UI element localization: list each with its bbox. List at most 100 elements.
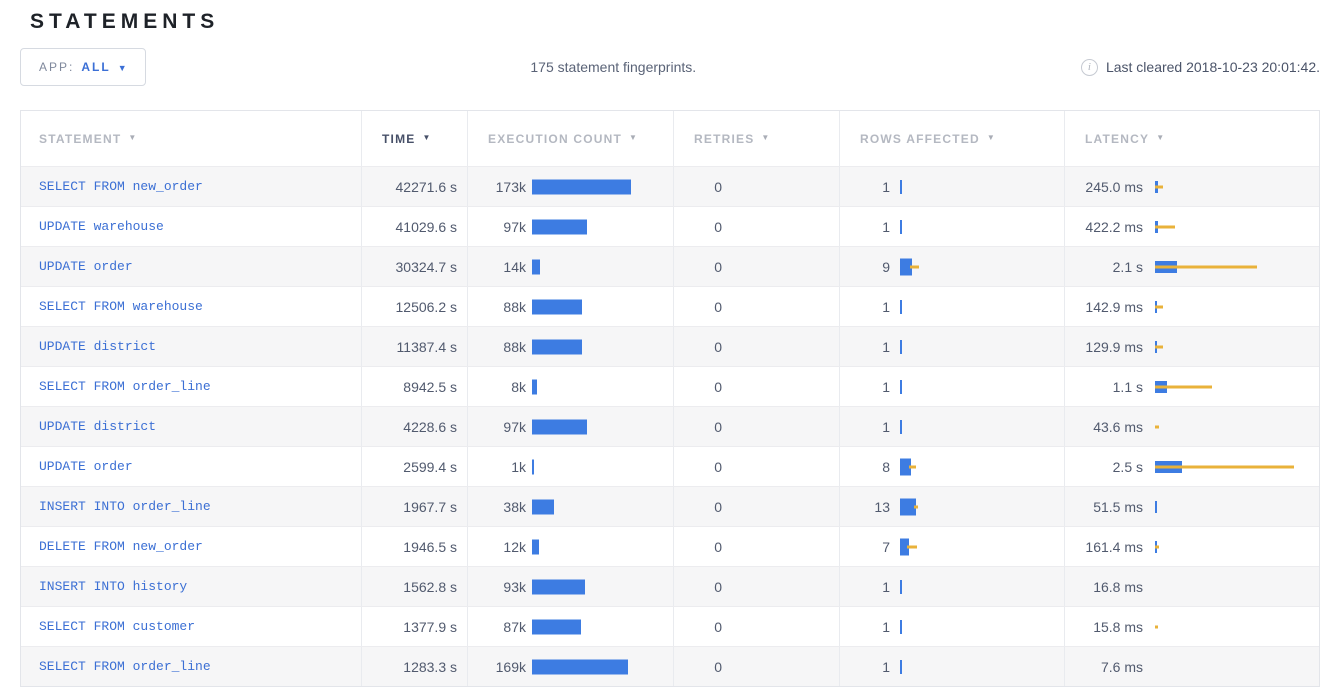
rows-affected-cell: 9	[839, 247, 1064, 286]
latency-value: 51.5 ms	[1093, 498, 1143, 515]
info-icon[interactable]: i	[1080, 58, 1098, 76]
column-header-statement[interactable]: STATEMENT ▼	[39, 131, 138, 146]
table-row: UPDATE order 2599.4 s 1k 0 8 2.5 s	[21, 446, 1319, 486]
retries-cell: 0	[673, 447, 839, 486]
time-cell: 12506.2 s	[361, 287, 467, 326]
statement-link[interactable]: SELECT FROM new_order	[39, 179, 203, 194]
rows-affected-barwrap	[900, 215, 1064, 239]
latency-stddev-bar	[1155, 385, 1212, 388]
latency-barwrap	[1155, 295, 1319, 319]
time-cell: 42271.6 s	[361, 167, 467, 206]
latency-stddev-bar	[1155, 625, 1158, 628]
rows-affected-barwrap	[900, 295, 1064, 319]
column-header-rows-affected[interactable]: ROWS AFFECTED ▼	[839, 111, 1064, 166]
rows-affected-cell: 8	[839, 447, 1064, 486]
rows-affected-bar	[900, 179, 902, 194]
rows-affected-bar	[900, 258, 912, 275]
rows-affected-bar	[900, 339, 902, 354]
statement-link[interactable]: UPDATE district	[39, 419, 157, 434]
app-filter-dropdown[interactable]: APP: ALL ▼	[20, 48, 146, 86]
statement-link[interactable]: DELETE FROM new_order	[39, 539, 203, 554]
statement-link[interactable]: UPDATE order	[39, 459, 133, 474]
latency-value: 129.9 ms	[1085, 338, 1143, 355]
retries-cell: 0	[673, 527, 839, 566]
execution-count-cell: 97k	[467, 407, 673, 446]
rows-affected-value: 1	[882, 178, 890, 195]
column-header-latency[interactable]: LATENCY ▼	[1064, 111, 1319, 166]
column-header-retries[interactable]: RETRIES ▼	[673, 111, 839, 166]
table-row: DELETE FROM new_order 1946.5 s 12k 0 7 1…	[21, 526, 1319, 566]
rows-affected-cell: 13	[839, 487, 1064, 526]
rows-affected-barwrap	[900, 535, 1064, 559]
execution-count-cell: 8k	[467, 367, 673, 406]
statement-link[interactable]: SELECT FROM order_line	[39, 379, 211, 394]
execution-count-cell: 87k	[467, 607, 673, 646]
latency-stddev-bar	[1155, 465, 1294, 468]
statement-link[interactable]: SELECT FROM order_line	[39, 659, 211, 674]
time-cell: 11387.4 s	[361, 327, 467, 366]
latency-value: 16.8 ms	[1093, 578, 1143, 595]
rows-affected-stddev-bar	[907, 545, 917, 548]
sort-caret-icon: ▼	[422, 133, 432, 142]
latency-barwrap	[1155, 415, 1319, 439]
statement-link[interactable]: INSERT INTO order_line	[39, 499, 211, 514]
execution-count-cell: 12k	[467, 527, 673, 566]
rows-affected-stddev-bar	[910, 265, 919, 268]
rows-affected-barwrap	[900, 335, 1064, 359]
execution-count-barwrap	[532, 255, 673, 279]
execution-count-value: 97k	[503, 218, 526, 235]
statement-cell: INSERT INTO history	[21, 567, 361, 606]
execution-count-value: 38k	[503, 498, 526, 515]
rows-affected-cell: 1	[839, 287, 1064, 326]
statement-cell: INSERT INTO order_line	[21, 487, 361, 526]
retries-cell: 0	[673, 567, 839, 606]
page-title: STATEMENTS	[30, 10, 220, 33]
rows-affected-bar	[900, 538, 909, 555]
execution-count-bar	[532, 659, 628, 674]
latency-barwrap	[1155, 655, 1319, 679]
statement-link[interactable]: INSERT INTO history	[39, 579, 188, 594]
retries-value: 0	[714, 658, 722, 675]
rows-affected-value: 1	[882, 578, 890, 595]
rows-affected-cell: 1	[839, 327, 1064, 366]
sort-caret-icon: ▼	[986, 133, 996, 142]
statement-cell: DELETE FROM new_order	[21, 527, 361, 566]
retries-value: 0	[714, 338, 722, 355]
execution-count-cell: 88k	[467, 327, 673, 366]
statement-cell: UPDATE warehouse	[21, 207, 361, 246]
app-filter-value: ALL	[81, 60, 111, 74]
rows-affected-barwrap	[900, 175, 1064, 199]
statement-cell: UPDATE order	[21, 447, 361, 486]
statement-cell: UPDATE district	[21, 327, 361, 366]
rows-affected-barwrap	[900, 615, 1064, 639]
execution-count-cell: 93k	[467, 567, 673, 606]
statement-link[interactable]: SELECT FROM customer	[39, 619, 196, 634]
statement-cell: SELECT FROM warehouse	[21, 287, 361, 326]
latency-value: 142.9 ms	[1085, 298, 1143, 315]
execution-count-value: 93k	[503, 578, 526, 595]
latency-barwrap	[1155, 255, 1319, 279]
execution-count-value: 173k	[495, 178, 526, 195]
column-header-time[interactable]: TIME ▼	[361, 111, 467, 166]
execution-count-bar	[532, 539, 539, 554]
latency-barwrap	[1155, 615, 1319, 639]
column-header-execution-count[interactable]: EXECUTION COUNT ▼	[467, 111, 673, 166]
rows-affected-barwrap	[900, 495, 1064, 519]
sort-caret-icon: ▼	[761, 133, 771, 142]
sort-caret-icon: ▼	[1156, 133, 1166, 142]
statement-link[interactable]: UPDATE order	[39, 259, 133, 274]
statement-link[interactable]: UPDATE district	[39, 339, 157, 354]
rows-affected-cell: 7	[839, 527, 1064, 566]
statement-link[interactable]: UPDATE warehouse	[39, 219, 164, 234]
latency-barwrap	[1155, 495, 1319, 519]
latency-cell: 43.6 ms	[1064, 407, 1319, 446]
execution-count-barwrap	[532, 215, 673, 239]
table-row: UPDATE district 4228.6 s 97k 0 1 43.6 ms	[21, 406, 1319, 446]
time-cell: 30324.7 s	[361, 247, 467, 286]
rows-affected-value: 13	[874, 498, 890, 515]
time-cell: 4228.6 s	[361, 407, 467, 446]
latency-cell: 161.4 ms	[1064, 527, 1319, 566]
rows-affected-bar	[900, 659, 902, 674]
table-row: SELECT FROM new_order 42271.6 s 173k 0 1…	[21, 166, 1319, 206]
statement-link[interactable]: SELECT FROM warehouse	[39, 299, 203, 314]
